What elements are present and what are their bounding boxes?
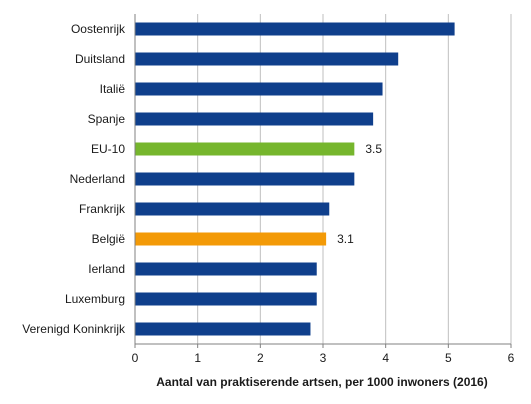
category-label-spanje: Spanje bbox=[88, 112, 126, 126]
x-tick-label-2: 2 bbox=[257, 351, 264, 365]
bar-nederland bbox=[135, 172, 355, 186]
category-labels: Oostenrijk Duitsland Italië Spanje EU-10 Nede… bbox=[22, 22, 126, 336]
bars bbox=[135, 22, 455, 336]
bar-itali- bbox=[135, 82, 383, 96]
bar-ierland bbox=[135, 262, 317, 276]
x-tick-label-0: 0 bbox=[132, 351, 139, 365]
x-tick-label-4: 4 bbox=[382, 351, 389, 365]
x-axis bbox=[134, 14, 512, 348]
data-labels: 3.5 3.1 bbox=[337, 142, 382, 246]
category-label-ierland: Ierland bbox=[88, 262, 125, 276]
x-tick-label-6: 6 bbox=[508, 351, 515, 365]
data-label-belgi-: 3.1 bbox=[337, 232, 354, 246]
bar-frankrijk bbox=[135, 202, 330, 216]
bar-verenigd-koninkrijk bbox=[135, 322, 311, 336]
category-label-eu-10: EU-10 bbox=[91, 142, 125, 156]
category-label-luxemburg: Luxemburg bbox=[65, 292, 125, 306]
x-tick-label-3: 3 bbox=[320, 351, 327, 365]
bar-duitsland bbox=[135, 52, 399, 66]
bar-eu-10 bbox=[135, 142, 355, 156]
bar-luxemburg bbox=[135, 292, 317, 306]
x-tick-labels: 0 1 2 3 4 5 6 bbox=[132, 351, 515, 365]
category-label-nederland: Nederland bbox=[70, 172, 125, 186]
x-tick-label-1: 1 bbox=[194, 351, 201, 365]
x-tick-label-5: 5 bbox=[445, 351, 452, 365]
category-label-verenigd-koninkrijk: Verenigd Koninkrijk bbox=[22, 322, 126, 336]
bar-belgi- bbox=[135, 232, 327, 246]
bar-spanje bbox=[135, 112, 374, 126]
x-axis-title: Aantal van praktiserende artsen, per 100… bbox=[156, 375, 487, 389]
category-label-itali-: Italië bbox=[100, 82, 126, 96]
category-label-belgi-: België bbox=[92, 232, 126, 246]
category-label-oostenrijk: Oostenrijk bbox=[71, 22, 126, 36]
data-label-eu-10: 3.5 bbox=[365, 142, 382, 156]
bar-oostenrijk bbox=[135, 22, 455, 36]
category-label-frankrijk: Frankrijk bbox=[79, 202, 126, 216]
category-label-duitsland: Duitsland bbox=[75, 52, 125, 66]
